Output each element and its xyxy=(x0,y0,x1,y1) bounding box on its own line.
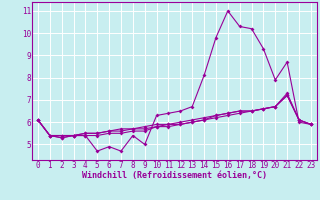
X-axis label: Windchill (Refroidissement éolien,°C): Windchill (Refroidissement éolien,°C) xyxy=(82,171,267,180)
